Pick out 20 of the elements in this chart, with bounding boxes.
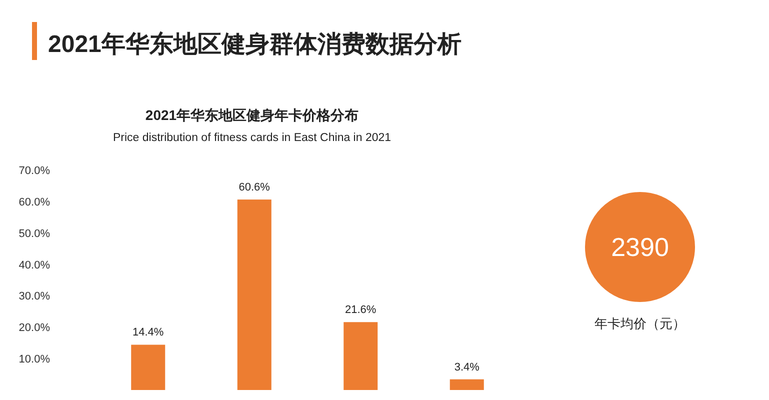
bar — [131, 344, 166, 390]
y-tick-label: 50.0% — [18, 228, 50, 240]
data-label: 14.4% — [132, 326, 164, 339]
y-tick-label: 70.0% — [18, 165, 50, 177]
data-label: 60.6% — [238, 182, 270, 194]
y-tick-label: 40.0% — [18, 259, 50, 272]
text: 2390 — [611, 232, 669, 262]
text: 年卡均价（元） — [594, 316, 686, 331]
y-tick-label: 10.0% — [18, 354, 50, 366]
chart-title: 2021年华东地区健身年卡价格分布 — [145, 107, 359, 123]
text: 2021年华东地区健身群体消费数据分析 — [48, 31, 462, 58]
chart-subtitle: Price distribution of fitness cards in East China in 2021 — [112, 132, 392, 144]
bar — [450, 379, 484, 390]
data-label: 3.4% — [454, 361, 480, 374]
y-tick-label: 20.0% — [18, 322, 50, 334]
y-tick-label: 30.0% — [18, 290, 50, 303]
y-tick-label: 60.0% — [18, 196, 50, 208]
bar — [237, 200, 272, 390]
bar — [344, 322, 378, 390]
data-label: 21.6% — [345, 304, 376, 316]
